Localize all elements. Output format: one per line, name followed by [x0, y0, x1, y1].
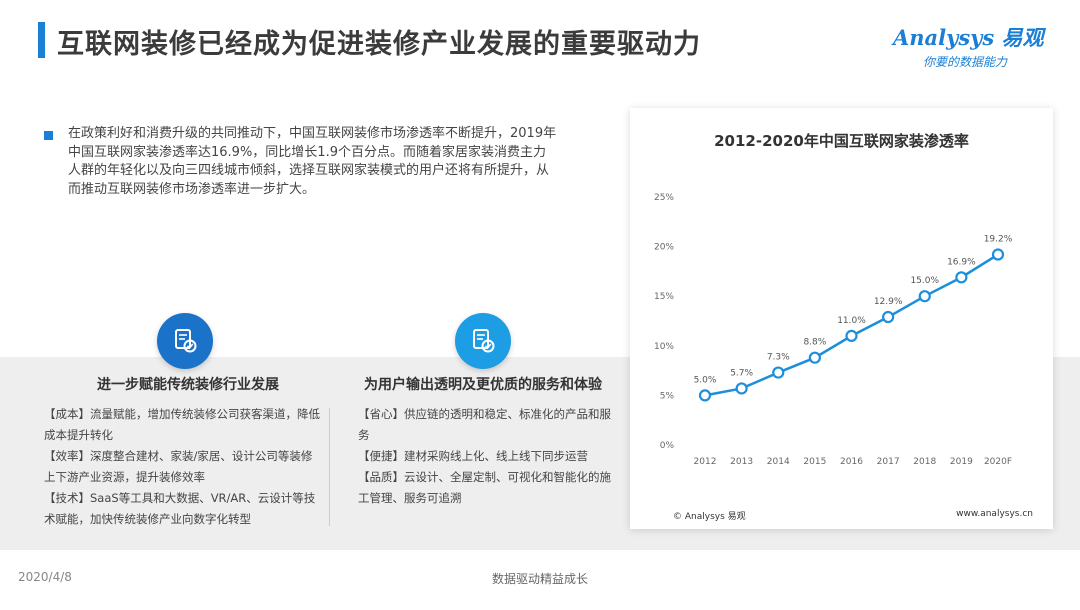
y-tick-label: 5% [660, 391, 675, 401]
y-tick-label: 20% [654, 243, 674, 253]
x-tick-label: 2013 [730, 457, 753, 467]
document-check-icon [157, 313, 213, 369]
card-line: 【省心】供应链的透明和稳定、标准化的产品和服务 [358, 407, 611, 442]
chart-card: 2012-2020年中国互联网家装渗透率 0% 5% 10% 15% 20% 25% 201… [630, 108, 1053, 529]
data-label: 8.8% [803, 338, 826, 348]
data-point [845, 329, 858, 342]
bullet-square-icon [44, 131, 53, 140]
page-title: 互联网装修已经成为促进装修产业发展的重要驱动力 [57, 29, 701, 60]
chart-source: © Analysys 易观 [673, 512, 746, 522]
y-tick-label: 0% [660, 441, 675, 451]
x-tick-label: 2016 [840, 457, 863, 467]
logo-tagline: 你要的数据能力 [923, 55, 1008, 69]
data-point [772, 366, 785, 379]
x-tick-label: 2015 [803, 457, 826, 467]
card-line: 【效率】深度整合建材、家装/家居、设计公司等装修上下游产业资源，提升装修效率 [44, 449, 313, 484]
card-line: 【成本】流量赋能，增加传统装修公司获客渠道，降低成本提升转化 [44, 407, 320, 442]
logo-brand: Analysys 易观 [893, 25, 1044, 50]
data-point [735, 382, 748, 395]
card-title-user-service: 为用户输出透明及更优质的服务和体验 [364, 377, 602, 393]
card-divider [329, 408, 330, 526]
card-body-user-service: 【省心】供应链的透明和稳定、标准化的产品和服务 【便捷】建材采购线上化、线上线下… [358, 404, 613, 509]
intro-paragraph: 在政策利好和消费升级的共同推动下，中国互联网装修市场渗透率不断提升，2019年中… [68, 126, 557, 197]
data-label: 11.0% [837, 316, 866, 326]
data-label: 15.0% [910, 276, 939, 286]
data-point [955, 271, 968, 284]
data-label: 19.2% [984, 235, 1013, 245]
data-point [808, 351, 821, 364]
data-label: 7.3% [767, 353, 790, 363]
data-point [991, 248, 1005, 261]
document-check-icon [455, 313, 511, 369]
data-point [882, 310, 895, 324]
data-label: 12.9% [874, 297, 903, 307]
card-line: 【技术】SaaS等工具和大数据、VR/AR、云设计等技术赋能，加快传统装修产业向… [44, 491, 316, 526]
data-label: 5.7% [730, 368, 753, 378]
x-tick-label: 2017 [877, 457, 900, 467]
y-tick-label: 10% [654, 342, 674, 352]
x-tick-label: 2014 [767, 457, 790, 467]
data-label: 16.9% [947, 257, 976, 267]
data-point [918, 290, 931, 303]
footer-slogan: 数据驱动精益成长 [491, 572, 588, 586]
analysys-logo: Analysys 易观 你要的数据能力 [893, 22, 1044, 69]
x-tick-label: 2012 [694, 457, 717, 467]
x-tick-label: 2019 [950, 457, 973, 467]
data-label: 5.0% [694, 375, 717, 385]
y-tick-label: 25% [654, 193, 674, 203]
card-title-empower: 进一步赋能传统装修行业发展 [97, 377, 279, 393]
data-point [698, 389, 712, 402]
x-tick-label: 2018 [913, 457, 936, 467]
x-tick-label: 2020F [984, 457, 1012, 467]
card-body-empower: 【成本】流量赋能，增加传统装修公司获客渠道，降低成本提升转化 【效率】深度整合建… [44, 404, 322, 530]
card-line: 【便捷】建材采购线上化、线上线下同步运营 [358, 449, 588, 463]
chart-title: 2012-2020年中国互联网家装渗透率 [714, 132, 969, 150]
title-accent-bar [38, 22, 45, 58]
y-tick-label: 15% [654, 292, 674, 302]
card-line: 【品质】云设计、全屋定制、可视化和智能化的施工管理、服务可追溯 [358, 470, 611, 505]
penetration-line-chart: 0% 5% 10% 15% 20% 25% 2012 2013 2014 2015 2016 2017… [654, 193, 1013, 467]
footer-date: 2020/4/8 [18, 570, 72, 584]
chart-site: www.analysys.cn [956, 509, 1033, 519]
